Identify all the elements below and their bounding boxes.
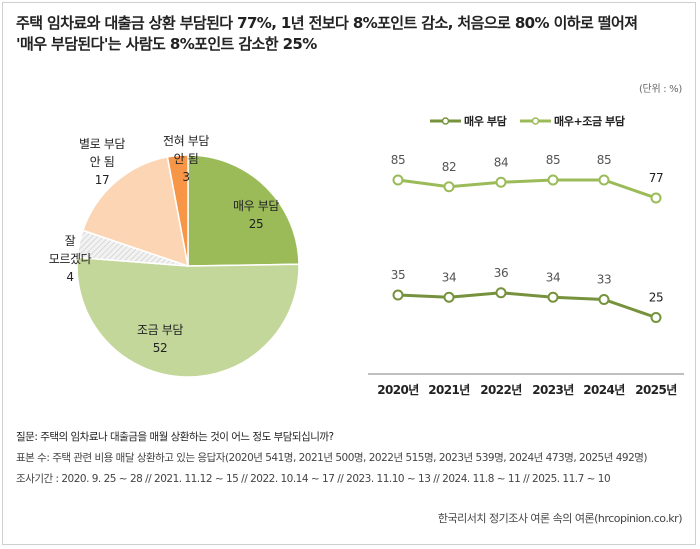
data-label: 35 xyxy=(391,268,405,282)
data-point xyxy=(495,287,507,299)
title-line-1: 주택 임차료와 대출금 상환 부담된다 77%, 1년 전보다 8%포인트 감소… xyxy=(16,14,638,32)
data-point xyxy=(443,181,455,193)
data-point xyxy=(650,312,662,323)
sample-size: 표본 수: 주택 관련 비용 매달 상환하고 있는 응답자(2020년 541명… xyxy=(16,452,648,464)
legend-item-2: 매우+조금 부담 xyxy=(520,114,625,128)
data-label: 85 xyxy=(597,153,611,167)
survey-period: 조사기간 : 2020. 9. 25 ~ 28 // 2021. 11.12 ~… xyxy=(16,473,611,485)
data-point xyxy=(598,174,610,186)
pie-slice-1 xyxy=(187,154,300,267)
data-label: 85 xyxy=(546,153,560,167)
data-label: 34 xyxy=(546,270,560,284)
data-point xyxy=(495,176,507,188)
legend-item-1: 매우 부담 xyxy=(430,114,507,128)
x-tick-label: 2024년 xyxy=(583,383,625,397)
series-line-very-burden xyxy=(397,291,657,319)
unit-label: (단위 : %) xyxy=(638,84,682,95)
x-tick-label: 2025년 xyxy=(635,383,677,397)
survey-question: 질문: 주택의 임차료나 대출금을 매월 상환하는 것이 어느 정도 부담되십니… xyxy=(16,431,334,443)
data-point xyxy=(547,291,559,303)
data-label: 85 xyxy=(391,153,405,167)
series-line-total-burden xyxy=(397,178,657,200)
pie-slice-5 xyxy=(166,154,189,267)
source-credit: 한국리서치 정기조사 여론 속의 여론(hrcopinion.co.kr) xyxy=(437,512,683,525)
data-point xyxy=(547,174,559,186)
pie-label-2: 조금 부담 52 xyxy=(137,323,183,355)
x-tick-label: 2023년 xyxy=(532,383,574,397)
legend-marker xyxy=(441,117,450,125)
pie-label-3: 잘 모르겠다 4 xyxy=(49,234,92,284)
data-label: 84 xyxy=(494,155,508,169)
notes: 질문: 주택의 임차료나 대출금을 매월 상환하는 것이 어느 정도 부담되십니… xyxy=(16,427,686,490)
data-label: 36 xyxy=(494,266,508,280)
data-label: 33 xyxy=(597,273,611,287)
pie-slice-2 xyxy=(76,256,300,378)
pie-label-4: 별로 부담 안 됨 17 xyxy=(79,137,125,187)
pie-slice-4 xyxy=(81,156,189,268)
data-label: 25 xyxy=(649,291,663,305)
data-point xyxy=(598,294,610,305)
data-point xyxy=(650,192,662,204)
x-tick-label: 2020년 xyxy=(377,383,419,397)
pie-label-1: 매우 부담 25 xyxy=(233,199,279,231)
x-tick-label: 2022년 xyxy=(480,383,522,397)
legend-label: 매우 부담 xyxy=(464,114,507,128)
data-label: 34 xyxy=(442,270,456,284)
data-point xyxy=(443,291,455,303)
x-tick-label: 2021년 xyxy=(428,383,470,397)
legend-marker xyxy=(531,117,540,125)
data-label: 82 xyxy=(442,160,456,174)
data-point xyxy=(392,174,404,186)
line-chart: 2020년 2021년 2022년 2023년 2024년 2025년 85 82 84 85 85… xyxy=(368,114,684,397)
data-label: 77 xyxy=(649,171,663,185)
legend-label: 매우+조금 부담 xyxy=(554,114,625,128)
data-point xyxy=(392,289,404,301)
title-line-2: '매우 부담된다'는 사람도 8%포인트 감소한 25% xyxy=(16,35,317,53)
chart-title: 주택 임차료와 대출금 상환 부담된다 77%, 1년 전보다 8%포인트 감소… xyxy=(16,13,686,55)
